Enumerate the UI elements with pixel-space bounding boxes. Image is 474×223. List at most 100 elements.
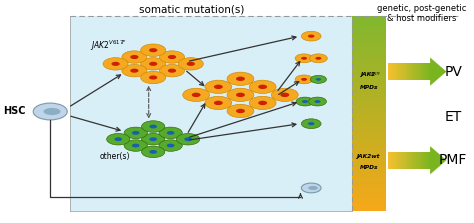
Circle shape xyxy=(214,85,223,89)
Bar xyxy=(352,48,386,52)
Polygon shape xyxy=(430,146,447,174)
Bar xyxy=(397,63,398,80)
Bar xyxy=(352,185,386,188)
Bar xyxy=(352,91,386,94)
Bar xyxy=(352,35,386,39)
Circle shape xyxy=(111,62,120,66)
Text: MPDs: MPDs xyxy=(360,165,378,170)
Bar xyxy=(352,133,386,136)
Bar xyxy=(352,22,386,26)
Circle shape xyxy=(315,100,320,103)
Circle shape xyxy=(258,85,267,89)
Bar xyxy=(398,152,399,169)
Bar xyxy=(352,165,386,169)
Circle shape xyxy=(308,122,314,125)
Circle shape xyxy=(159,127,182,139)
Bar xyxy=(415,63,417,80)
Bar xyxy=(352,142,386,146)
Text: $^{V617F}$: $^{V617F}$ xyxy=(369,72,381,77)
Circle shape xyxy=(315,57,321,60)
Circle shape xyxy=(192,93,201,97)
Circle shape xyxy=(142,121,165,132)
Circle shape xyxy=(316,78,321,81)
Bar xyxy=(352,19,386,23)
Circle shape xyxy=(301,31,321,41)
Circle shape xyxy=(227,72,254,85)
Bar xyxy=(413,63,415,80)
Bar xyxy=(352,103,386,107)
Text: ET: ET xyxy=(445,110,462,124)
Text: PMF: PMF xyxy=(439,153,467,167)
Circle shape xyxy=(124,140,147,151)
Bar xyxy=(397,152,398,169)
Circle shape xyxy=(132,131,139,135)
Bar xyxy=(352,201,386,205)
Circle shape xyxy=(302,100,308,103)
Bar xyxy=(392,63,393,80)
Bar xyxy=(418,152,419,169)
Bar xyxy=(403,152,404,169)
Circle shape xyxy=(149,125,157,128)
Bar xyxy=(389,152,391,169)
Bar xyxy=(352,110,386,114)
Bar xyxy=(352,198,386,201)
Circle shape xyxy=(281,93,289,97)
Bar xyxy=(429,63,430,80)
Bar xyxy=(393,152,395,169)
Circle shape xyxy=(205,96,232,109)
Circle shape xyxy=(132,144,139,147)
Bar xyxy=(429,152,430,169)
Bar xyxy=(424,152,425,169)
Bar xyxy=(410,63,412,80)
Bar xyxy=(352,136,386,140)
Text: PV: PV xyxy=(444,65,462,79)
Bar xyxy=(428,152,429,169)
Bar xyxy=(401,63,402,80)
Bar xyxy=(427,63,428,80)
Bar xyxy=(352,42,386,45)
Circle shape xyxy=(258,101,267,105)
Circle shape xyxy=(149,137,157,141)
Bar xyxy=(407,152,409,169)
Text: $\mathit{JAK2}^{\mathit{V617F}}$: $\mathit{JAK2}^{\mathit{V617F}}$ xyxy=(90,39,127,53)
Bar xyxy=(70,16,352,211)
Bar xyxy=(352,16,386,19)
Circle shape xyxy=(178,58,203,70)
Bar xyxy=(395,152,397,169)
Bar xyxy=(414,63,416,80)
Bar xyxy=(419,63,421,80)
Circle shape xyxy=(236,76,245,81)
Bar xyxy=(399,152,400,169)
Text: JAK2wt: JAK2wt xyxy=(357,154,381,159)
Bar xyxy=(352,64,386,68)
Bar xyxy=(352,87,386,91)
Bar xyxy=(414,152,416,169)
Bar xyxy=(352,146,386,149)
Circle shape xyxy=(149,62,157,66)
Circle shape xyxy=(141,71,166,84)
Circle shape xyxy=(142,133,165,145)
Bar xyxy=(352,139,386,143)
Bar xyxy=(352,130,386,133)
Bar xyxy=(411,63,413,80)
Circle shape xyxy=(301,57,307,60)
Circle shape xyxy=(301,78,307,81)
Bar xyxy=(390,152,392,169)
Bar xyxy=(352,162,386,166)
Circle shape xyxy=(236,109,245,113)
Bar xyxy=(393,63,395,80)
Bar xyxy=(402,152,403,169)
Bar xyxy=(407,63,409,80)
Circle shape xyxy=(272,88,298,101)
Circle shape xyxy=(227,88,254,101)
Bar xyxy=(392,152,393,169)
Bar xyxy=(352,45,386,49)
Bar xyxy=(352,155,386,159)
Circle shape xyxy=(130,55,138,59)
Circle shape xyxy=(295,54,313,63)
Bar xyxy=(425,152,427,169)
Bar xyxy=(392,63,394,80)
Bar xyxy=(399,63,400,80)
Circle shape xyxy=(122,51,147,63)
Circle shape xyxy=(310,54,328,63)
